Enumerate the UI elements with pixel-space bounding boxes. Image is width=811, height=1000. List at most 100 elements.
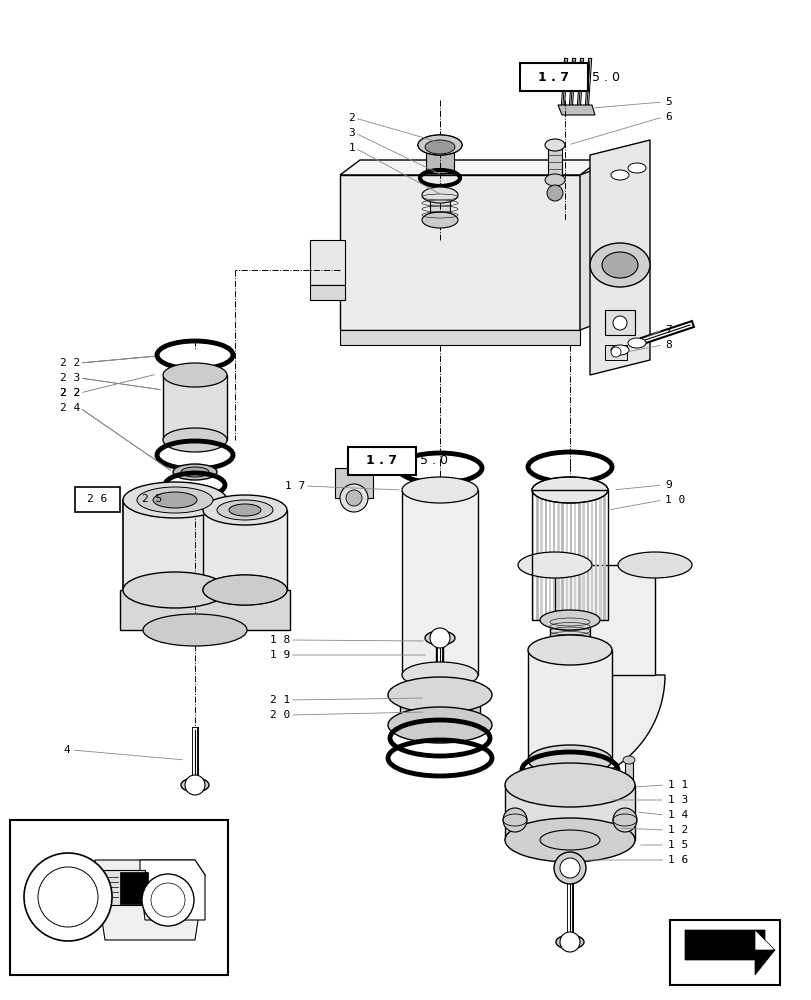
Polygon shape (554, 675, 664, 785)
Ellipse shape (527, 635, 611, 665)
Text: 3: 3 (348, 128, 354, 138)
Ellipse shape (424, 631, 454, 645)
Bar (552, 490, 555, 620)
Ellipse shape (622, 756, 634, 764)
Bar (335, 468, 372, 498)
Text: 5 . 0: 5 . 0 (591, 71, 620, 84)
Ellipse shape (137, 487, 212, 513)
Ellipse shape (181, 778, 208, 792)
Circle shape (612, 316, 626, 330)
Ellipse shape (517, 552, 591, 578)
Bar (122, 500, 227, 590)
Ellipse shape (418, 135, 461, 155)
Circle shape (560, 858, 579, 878)
Ellipse shape (217, 500, 272, 520)
Ellipse shape (610, 345, 629, 355)
Polygon shape (139, 860, 204, 920)
Ellipse shape (173, 464, 217, 480)
Bar (10, 820, 228, 975)
Text: 5: 5 (664, 97, 671, 107)
Bar (401, 490, 478, 675)
Circle shape (340, 484, 367, 512)
Bar (590, 490, 593, 620)
Polygon shape (340, 175, 579, 330)
Ellipse shape (122, 572, 227, 608)
Bar (599, 490, 601, 620)
Ellipse shape (504, 763, 634, 807)
Text: 2 5: 2 5 (142, 494, 162, 504)
Text: 7: 7 (664, 325, 671, 335)
Ellipse shape (601, 252, 637, 278)
Bar (75, 487, 120, 512)
Circle shape (547, 185, 562, 201)
Ellipse shape (539, 830, 599, 850)
Ellipse shape (229, 504, 260, 516)
Text: 2 6: 2 6 (87, 494, 107, 504)
Ellipse shape (142, 874, 194, 926)
Bar (556, 490, 559, 620)
Polygon shape (310, 285, 345, 300)
Polygon shape (590, 140, 649, 375)
Text: 2 2: 2 2 (60, 358, 80, 368)
Bar (565, 490, 568, 620)
Bar (603, 490, 605, 620)
Ellipse shape (610, 170, 629, 180)
Polygon shape (579, 160, 620, 330)
Ellipse shape (539, 635, 599, 655)
Ellipse shape (143, 614, 247, 646)
Ellipse shape (388, 677, 491, 713)
Ellipse shape (424, 140, 454, 154)
Bar (430, 195, 449, 220)
Polygon shape (684, 930, 774, 975)
Bar (531, 490, 534, 620)
Ellipse shape (627, 163, 646, 173)
Text: 1 . 7: 1 . 7 (538, 71, 569, 84)
Text: 1 . 7: 1 . 7 (366, 454, 397, 468)
Text: 1 3: 1 3 (667, 795, 688, 805)
Ellipse shape (627, 338, 646, 348)
Bar (547, 145, 561, 180)
Polygon shape (120, 872, 148, 904)
Bar (549, 620, 590, 645)
Polygon shape (120, 590, 290, 630)
Polygon shape (95, 860, 204, 940)
Text: 5 . 0: 5 . 0 (419, 454, 448, 468)
Circle shape (430, 628, 449, 648)
Bar (604, 310, 634, 335)
Text: 1 9: 1 9 (269, 650, 290, 660)
Bar (400, 695, 479, 725)
Bar (535, 490, 538, 620)
Circle shape (553, 852, 586, 884)
Bar (560, 490, 563, 620)
Bar (540, 490, 543, 620)
Bar (519, 63, 587, 91)
Bar (573, 490, 576, 620)
Polygon shape (310, 240, 345, 285)
Ellipse shape (539, 610, 599, 630)
Bar (669, 920, 779, 985)
Ellipse shape (401, 662, 478, 688)
Text: 9: 9 (664, 480, 671, 490)
Bar (203, 510, 286, 590)
Text: 6: 6 (664, 112, 671, 122)
Circle shape (345, 490, 362, 506)
Bar (554, 565, 654, 675)
Ellipse shape (617, 552, 691, 578)
Ellipse shape (203, 495, 286, 525)
Polygon shape (95, 870, 145, 905)
Text: 1 0: 1 0 (664, 495, 684, 505)
Ellipse shape (531, 477, 607, 503)
Text: 2: 2 (348, 113, 354, 123)
Bar (527, 650, 611, 760)
Ellipse shape (152, 492, 197, 508)
Text: 2 2: 2 2 (60, 388, 80, 398)
Polygon shape (504, 785, 634, 840)
Bar (548, 490, 551, 620)
Circle shape (610, 347, 620, 357)
Polygon shape (557, 105, 594, 115)
Bar (594, 490, 597, 620)
Text: 1 6: 1 6 (667, 855, 688, 865)
Text: 1 4: 1 4 (667, 810, 688, 820)
Text: 1 2: 1 2 (667, 825, 688, 835)
Ellipse shape (388, 707, 491, 743)
